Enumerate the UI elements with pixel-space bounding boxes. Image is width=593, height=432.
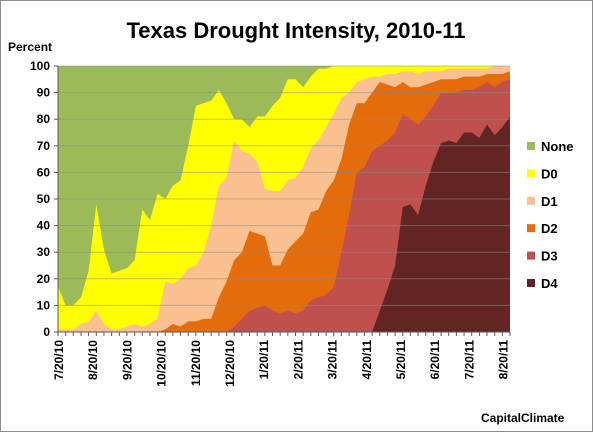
y-tick-label: 40: [37, 219, 51, 233]
x-tick-label: 11/20/10: [189, 340, 203, 386]
legend-label-d4: D4: [541, 276, 558, 291]
legend-swatch-d0: [527, 169, 535, 178]
legend-swatch-d2: [527, 224, 535, 233]
y-tick-label: 60: [37, 165, 51, 179]
legend-label-none: None: [541, 139, 574, 154]
legend: None D0 D1 D2 D3 D4: [527, 139, 574, 291]
legend-label-d0: D0: [541, 166, 558, 181]
x-tick-label: 1/20/11: [257, 340, 271, 380]
x-tick-label: 2/20/11: [291, 340, 305, 380]
x-tick-label: 4/20/11: [360, 340, 374, 380]
area-d4: [58, 116, 510, 332]
x-tick-label: 9/20/10: [120, 340, 134, 380]
chart-title: Texas Drought Intensity, 2010-11: [126, 18, 465, 43]
x-tick-label: 12/20/10: [223, 340, 237, 387]
legend-swatch-none: [527, 142, 535, 150]
x-tick-label: 10/20/10: [155, 340, 169, 387]
x-tick-label: 7/20/11: [462, 340, 476, 380]
credit-text: CapitalClimate: [481, 411, 565, 425]
y-tick-label: 20: [37, 272, 51, 286]
legend-swatch-d3: [527, 251, 535, 260]
x-tick-label: 6/20/11: [428, 340, 442, 380]
x-tick-label: 7/20/10: [52, 340, 66, 380]
y-tick-label: 30: [37, 245, 51, 259]
y-axis-label: Percent: [8, 40, 52, 54]
x-tick-label: 5/20/11: [394, 340, 408, 380]
legend-swatch-d4: [527, 279, 535, 287]
x-tick-label: 3/20/11: [326, 340, 340, 380]
y-tick-label: 70: [37, 139, 51, 153]
legend-swatch-d1: [527, 196, 535, 205]
x-tick-label: 8/20/10: [86, 340, 100, 380]
y-tick-label: 90: [37, 86, 51, 100]
legend-label-d1: D1: [541, 194, 558, 209]
y-tick-label: 50: [37, 192, 51, 206]
y-tick-label: 100: [30, 59, 50, 73]
y-tick-label: 10: [37, 298, 51, 312]
legend-label-d3: D3: [541, 249, 558, 264]
x-tick-label: 8/20/11: [497, 340, 511, 380]
axis-layer: 0 10 20 30 40 50 60 70 80 90 100 7/20/10 8/20/10 9/20…: [30, 59, 511, 387]
legend-label-d2: D2: [541, 221, 558, 236]
y-tick-label: 0: [43, 325, 50, 339]
y-tick-label: 80: [37, 112, 51, 126]
